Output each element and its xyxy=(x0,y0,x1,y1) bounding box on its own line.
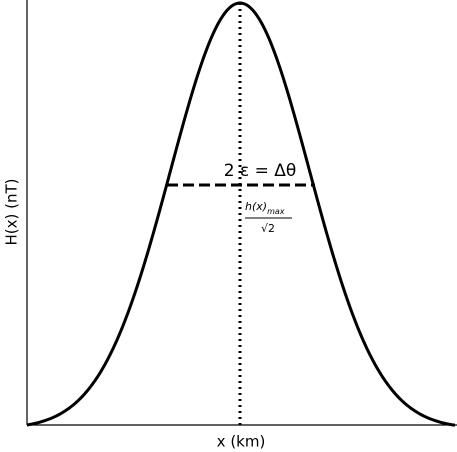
width-label: 2 ε = Δθ xyxy=(224,161,297,181)
numerator: h(x) xyxy=(245,200,267,213)
x-axis-label: x (km) xyxy=(217,433,266,451)
fraction-denominator: √2 xyxy=(261,222,275,235)
subscript: max xyxy=(267,207,285,216)
fraction-numerator: h(x)max xyxy=(245,200,285,216)
y-axis-label: H(x) (nT) xyxy=(3,178,21,245)
